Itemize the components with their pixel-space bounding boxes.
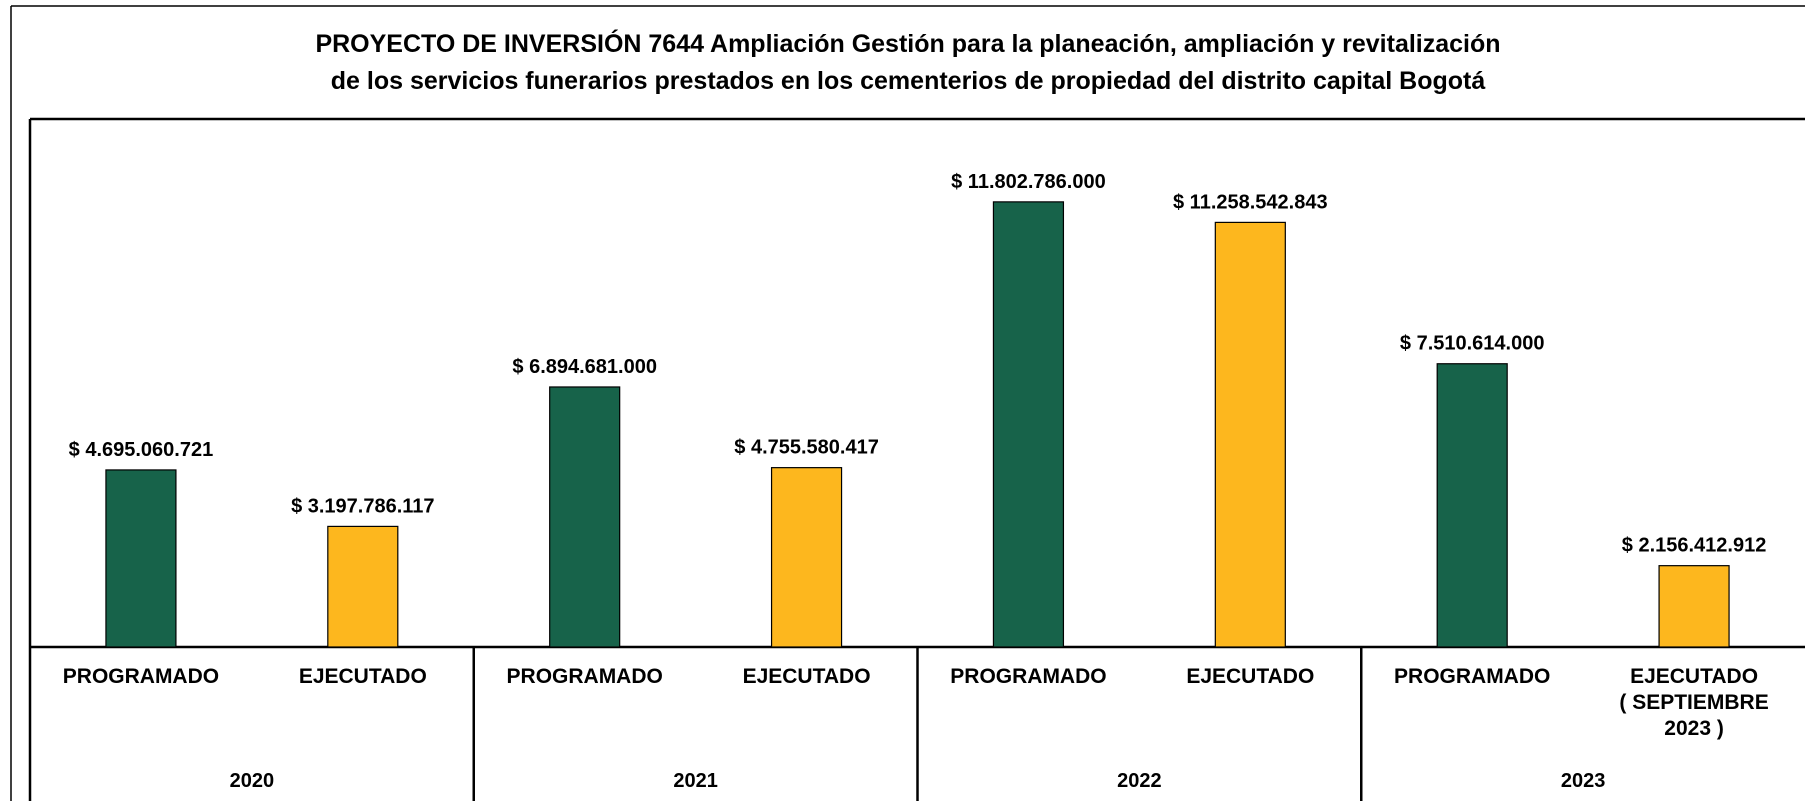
x-tick-label: EJECUTADO: [1186, 665, 1315, 688]
value-label: $ 3.197.786.117: [291, 495, 434, 517]
x-tick-label: PROGRAMADO: [950, 665, 1107, 688]
value-label: $ 6.894.681.000: [512, 356, 657, 378]
group-label: 2023: [1561, 770, 1606, 792]
bar: [992, 201, 1065, 648]
chart-title: PROYECTO DE INVERSIÓN 7644 Ampliación Ge…: [315, 30, 1501, 95]
x-tick-label: PROGRAMADO: [1394, 665, 1551, 688]
x-tick-label: EJECUTADO ( SEPTIEMBRE 2023 ): [1619, 665, 1769, 740]
bar: [1214, 221, 1286, 648]
value-label: $ 11.258.542.843: [1173, 191, 1328, 213]
value-label: $ 11.802.786.000: [951, 171, 1106, 193]
bar: [1436, 363, 1508, 648]
x-tick-label: PROGRAMADO: [62, 665, 220, 688]
bar: [770, 467, 843, 648]
group-label: 2020: [230, 770, 275, 792]
x-tick-label: PROGRAMADO: [506, 665, 663, 688]
value-label: $ 2.156.412.912: [1622, 535, 1767, 557]
x-tick-label: EJECUTADO: [742, 665, 871, 688]
x-tick-label: EJECUTADO: [298, 665, 427, 688]
bar: [105, 469, 177, 648]
group-label: 2021: [673, 770, 718, 792]
value-label: $ 4.755.580.417: [734, 437, 879, 459]
value-label: $ 4.695.060.721: [69, 439, 214, 461]
bar: [549, 386, 621, 648]
bar: [327, 525, 399, 648]
group-label: 2022: [1117, 770, 1162, 792]
value-label: $ 7.510.614.000: [1400, 333, 1545, 355]
bar: [1658, 565, 1730, 648]
